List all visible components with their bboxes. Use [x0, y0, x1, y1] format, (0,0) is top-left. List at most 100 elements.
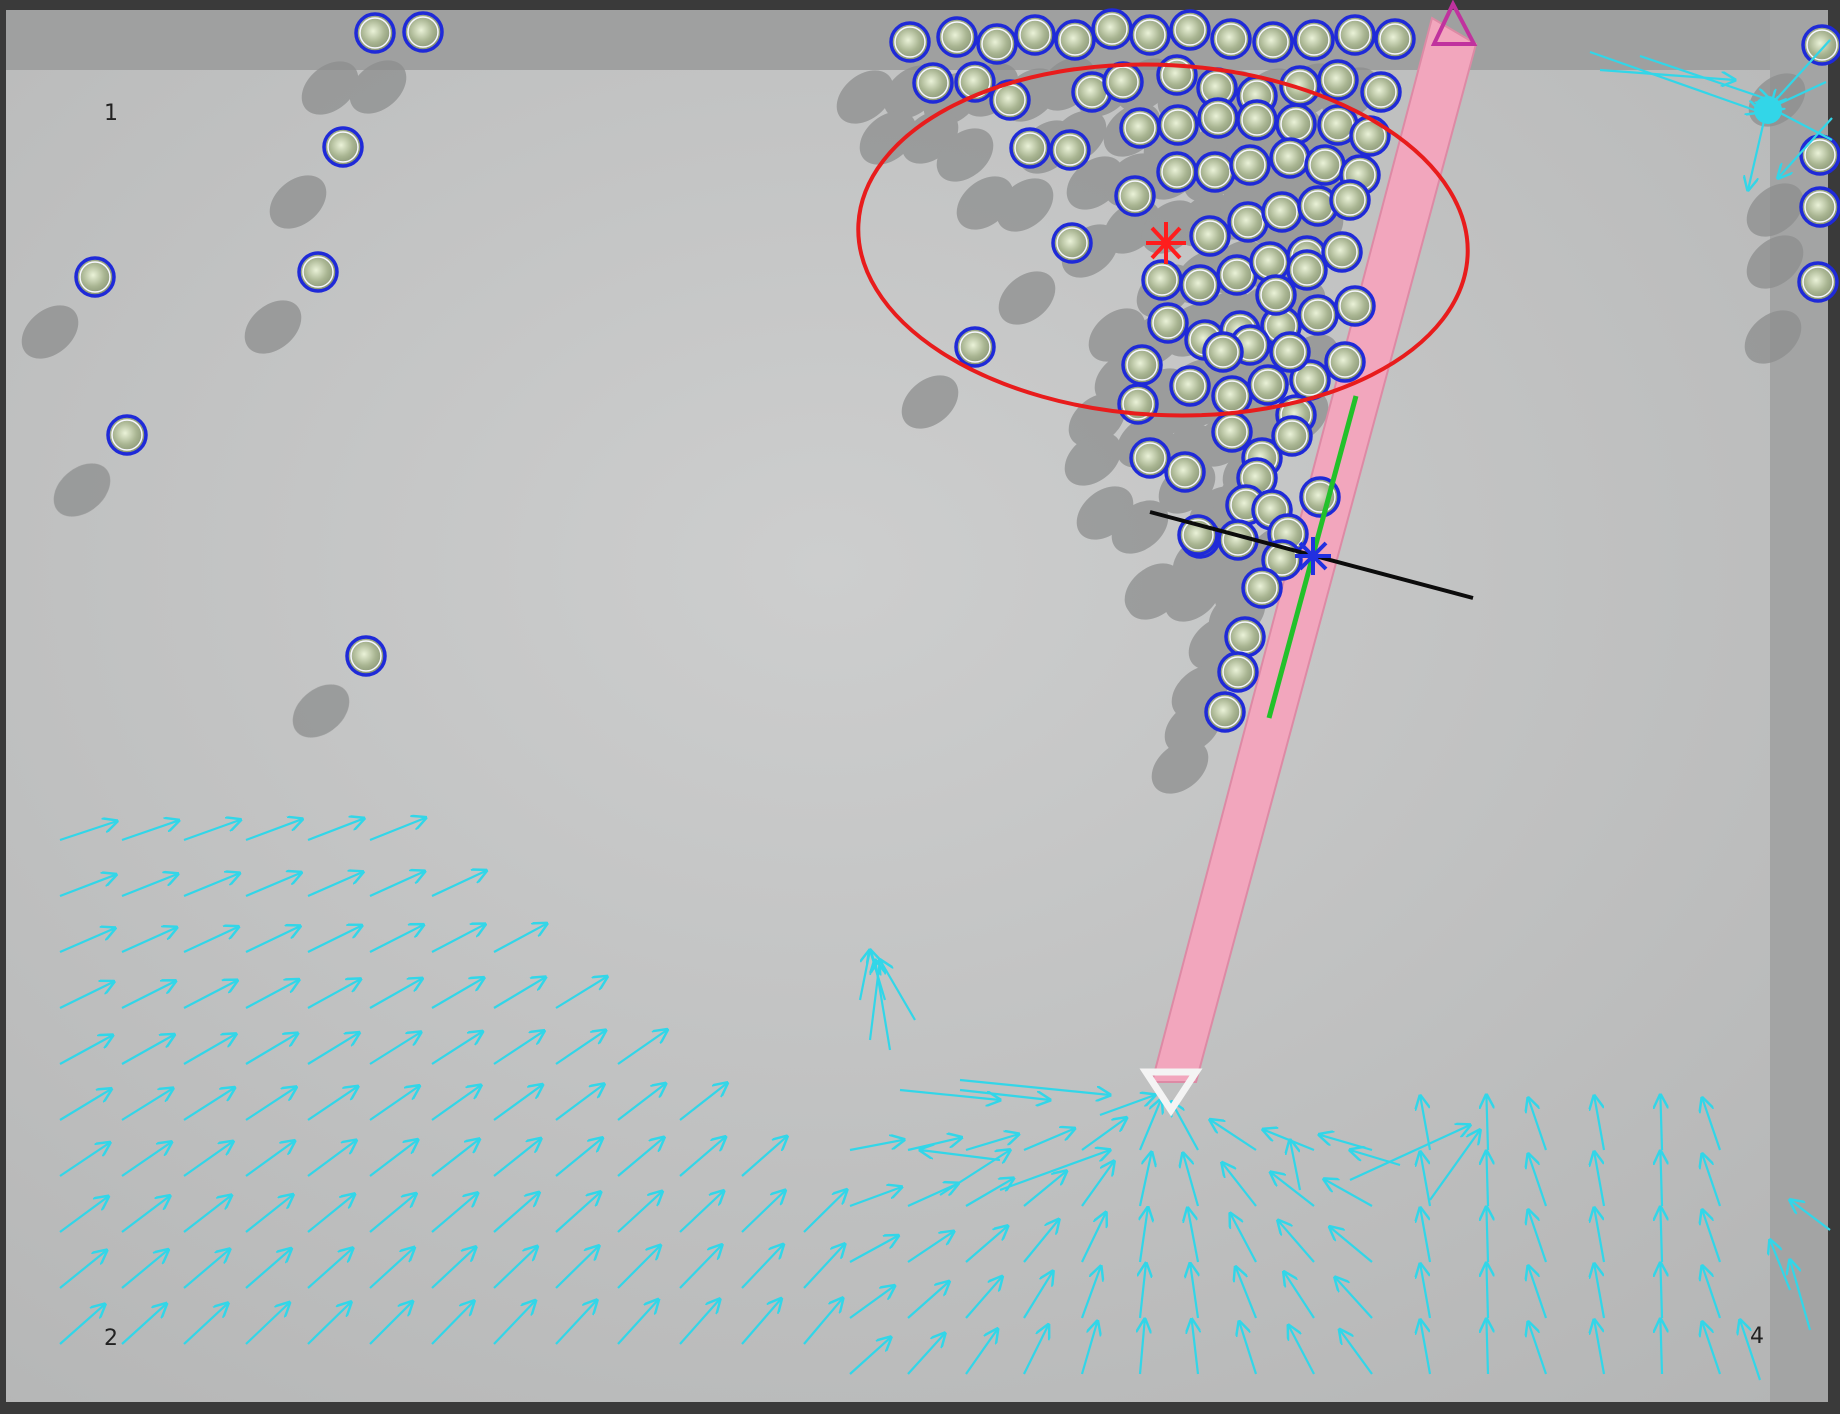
flow-arrow: [59, 1250, 107, 1289]
flow-arrow: [1271, 1172, 1315, 1207]
contact-point-star-icon: [1295, 537, 1331, 575]
flow-arrow: [1660, 1319, 1662, 1375]
flow-arrow: [679, 1137, 726, 1177]
bead: [1119, 107, 1161, 149]
bead: [106, 414, 148, 456]
flow-arrow: [307, 979, 361, 1009]
bead: [1211, 375, 1253, 417]
flow-arrow: [183, 820, 240, 842]
bead: [1156, 151, 1198, 193]
flow-arrow: [617, 1245, 660, 1289]
bead: [1211, 411, 1253, 453]
bead-shadow: [53, 463, 111, 517]
bead-shadow: [1124, 563, 1182, 617]
flow-arrow: [741, 1190, 785, 1233]
flow-arrow: [1081, 1161, 1114, 1207]
flow-arrow: [245, 1249, 291, 1289]
bead: [354, 12, 396, 54]
flow-arrow: [1594, 1208, 1606, 1263]
bead: [1236, 99, 1278, 141]
flow-arrow: [369, 925, 423, 953]
flow-arrow: [307, 925, 362, 953]
flow-arrow: [245, 873, 301, 898]
flow-arrow: [1702, 1210, 1722, 1263]
bead: [1334, 14, 1376, 56]
flow-arrow: [1023, 1171, 1066, 1207]
bead: [1374, 18, 1416, 60]
flow-arrow: [965, 1178, 1014, 1207]
flow-arrow: [907, 1333, 945, 1375]
flow-arrow: [369, 1248, 414, 1289]
flow-arrow: [121, 1196, 170, 1233]
bead: [1329, 179, 1371, 221]
bead: [1269, 137, 1311, 179]
corner-label-1: 1: [104, 101, 118, 126]
flow-arrow: [245, 1195, 293, 1233]
bead-shadow: [1151, 740, 1209, 794]
flow-arrow: [245, 819, 302, 842]
flow-arrow: [1190, 1264, 1198, 1319]
bead: [1297, 294, 1339, 336]
bead: [1117, 383, 1159, 425]
flow-arrow: [679, 1083, 727, 1121]
bead: [345, 635, 387, 677]
flow-arrow: [245, 926, 300, 953]
flow-arrow: [965, 1277, 1002, 1319]
corner-burst-center: [1754, 96, 1782, 124]
flow-arrow: [849, 1337, 891, 1375]
flow-arrow: [1702, 1154, 1722, 1207]
flow-arrow: [121, 1142, 171, 1177]
flow-arrow: [121, 1035, 174, 1065]
flow-arrow: [245, 1141, 295, 1177]
flow-arrow: [1239, 1322, 1258, 1375]
flow-arrow: [307, 1248, 353, 1289]
flow-arrow: [1594, 1152, 1606, 1207]
flow-arrow: [1420, 1152, 1432, 1207]
bead: [1141, 259, 1183, 301]
flow-arrow: [183, 1034, 236, 1065]
bead: [1051, 222, 1093, 264]
flow-arrow: [679, 1299, 720, 1345]
flow-arrow: [1023, 1325, 1048, 1375]
flow-arrow: [1770, 1240, 1792, 1291]
flow-arrow: [555, 1192, 601, 1233]
flow-arrow: [679, 1191, 724, 1233]
bead: [1169, 9, 1211, 51]
top-end-triangle-icon: [1430, 0, 1478, 46]
flow-arrow: [493, 1139, 541, 1177]
flow-arrow: [880, 960, 916, 1021]
bead-shadow: [269, 175, 327, 229]
flow-arrow: [1183, 1153, 1200, 1207]
bead: [1202, 331, 1244, 373]
bead: [954, 326, 996, 368]
flow-arrow: [1236, 1267, 1258, 1319]
flow-arrow: [1278, 1220, 1315, 1263]
bead: [1156, 54, 1198, 96]
bead: [1224, 616, 1266, 658]
flow-arrow: [1140, 1208, 1148, 1263]
flow-arrow: [493, 924, 547, 953]
bead: [1217, 651, 1259, 693]
flow-arrow: [493, 1192, 539, 1233]
flow-arrow: [369, 1086, 419, 1121]
flow-arrow: [617, 1030, 667, 1065]
flow-arrow: [1528, 1154, 1548, 1207]
flow-arrow: [183, 1249, 230, 1289]
flow-arrow: [245, 1087, 296, 1121]
flow-arrow: [999, 1150, 1110, 1192]
flow-arrow: [59, 1089, 111, 1121]
flow-arrow: [1171, 1102, 1199, 1151]
flow-arrow: [121, 874, 178, 898]
flow-arrow: [1420, 1096, 1432, 1151]
flow-arrow: [555, 977, 607, 1009]
bead: [1009, 127, 1051, 169]
flow-arrow: [1420, 1264, 1432, 1319]
flow-arrow: [1486, 1319, 1488, 1375]
bead: [1797, 261, 1839, 303]
flow-arrow: [1188, 1208, 1200, 1263]
flow-arrow: [59, 1196, 108, 1233]
bead: [1091, 8, 1133, 50]
bead-shadow: [859, 111, 917, 165]
bead: [1289, 359, 1331, 401]
